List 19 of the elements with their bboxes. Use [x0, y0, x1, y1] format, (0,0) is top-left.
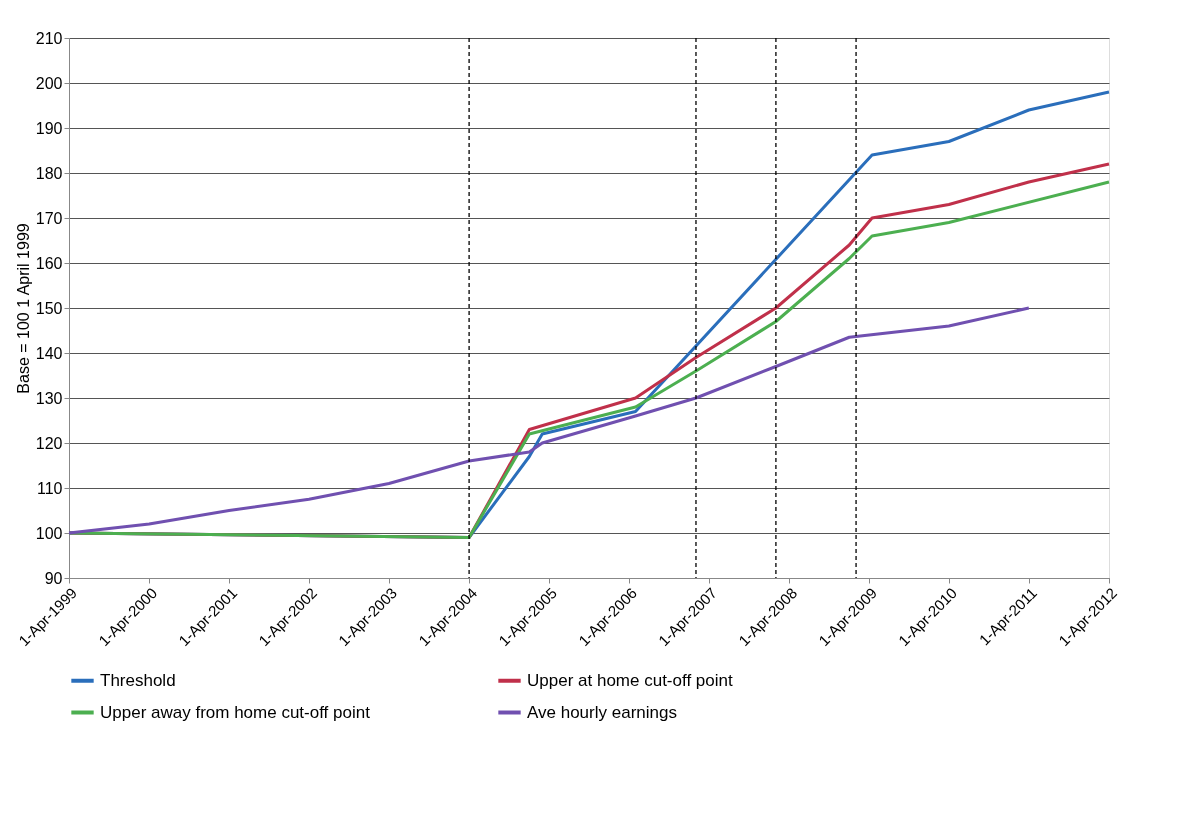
y-tick-label: 100 — [35, 524, 63, 542]
y-tick-label: 130 — [35, 389, 63, 407]
y-tick-label: 140 — [35, 344, 63, 362]
y-tick-label: 120 — [35, 434, 63, 452]
y-tick-label: 90 — [44, 569, 63, 587]
y-tick-label: 150 — [35, 299, 63, 317]
y-tick-label: 210 — [35, 29, 63, 47]
legend-label: Ave hourly earnings — [527, 702, 677, 722]
legend-label: Threshold — [100, 670, 176, 690]
y-tick-label: 180 — [35, 164, 63, 182]
legend-label: Upper away from home cut-off point — [100, 702, 371, 722]
y-tick-label: 170 — [35, 209, 63, 227]
y-tick-label: 160 — [35, 254, 63, 272]
y-tick-label: 110 — [36, 479, 63, 497]
y-tick-label: 200 — [35, 74, 63, 92]
y-tick-label: 190 — [35, 119, 63, 137]
line-series — [67, 306, 1031, 535]
y-axis-title: Base = 100 1 April 1999 — [14, 223, 32, 394]
legend-label: Upper at home cut-off point — [527, 670, 733, 690]
